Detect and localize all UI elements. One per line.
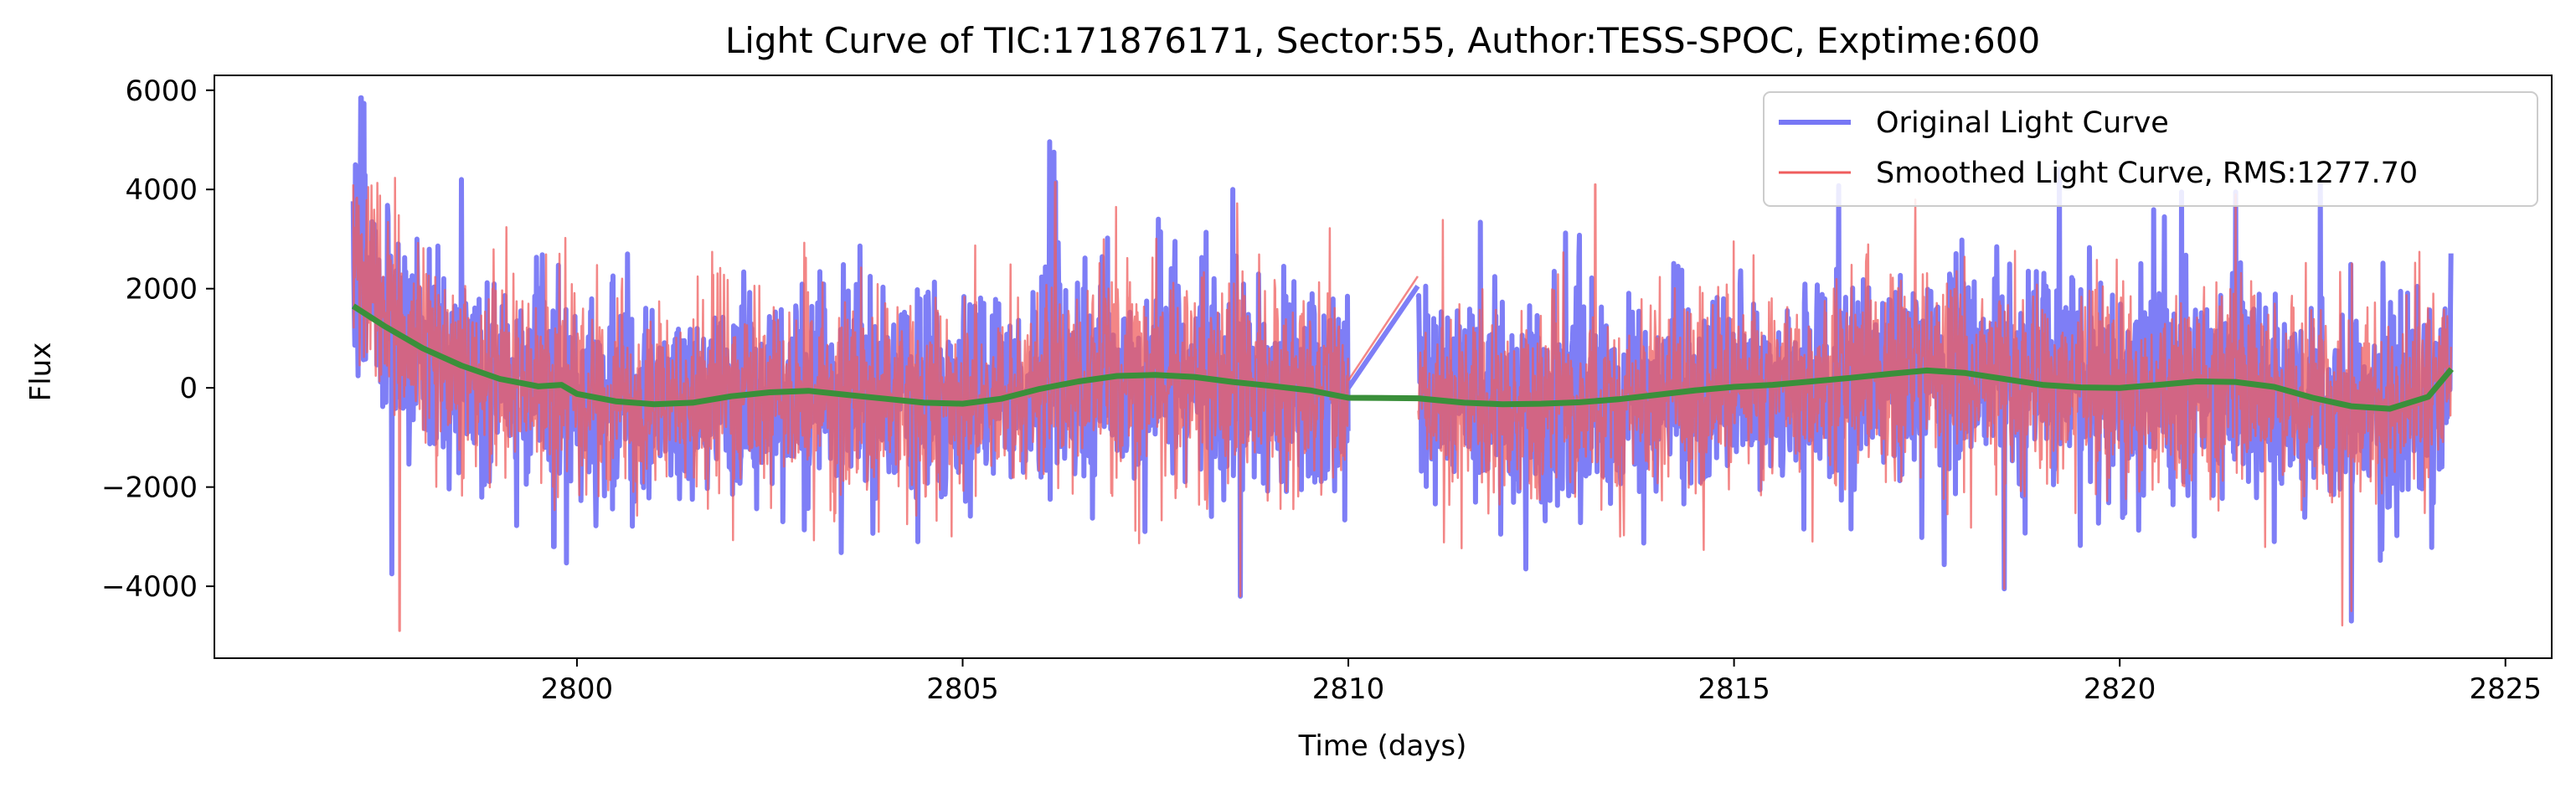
legend-label-original: Original Light Curve [1876,106,2169,140]
y-tick-label: 2000 [125,273,198,306]
trend-line [351,303,2454,412]
chart-title: Light Curve of TIC:171876171, Sector:55,… [725,20,2040,61]
y-tick-label: 0 [179,372,198,405]
y-axis-label: Flux [24,342,58,402]
x-tick-label: 2800 [541,672,614,706]
y-tick-label: 4000 [125,173,198,207]
x-tick-label: 2820 [2084,672,2156,706]
x-axis: 2800 2805 2810 2815 2820 2825 [541,658,2542,706]
x-axis-label: Time (days) [1298,729,1467,763]
x-tick-label: 2805 [926,672,999,706]
y-tick-label: −2000 [101,471,198,505]
legend-label-smoothed: Smoothed Light Curve, RMS:1277.70 [1876,157,2418,190]
y-tick-label: −4000 [101,570,198,604]
plot-frame [214,75,2553,659]
x-tick-label: 2825 [2469,672,2542,706]
y-axis: −4000 −2000 0 2000 4000 6000 [101,75,214,604]
x-tick-label: 2810 [1312,672,1385,706]
smoothed-light-curve-line [352,177,2452,632]
legend-box [1763,91,2538,207]
legend: Original Light Curve Smoothed Light Curv… [1763,91,2538,207]
series-layer [350,95,2454,632]
original-gap-bridge [1346,285,1420,389]
y-tick-label: 6000 [125,75,198,108]
x-tick-label: 2815 [1698,672,1770,706]
smoothed-gap-bridge [1347,276,1419,381]
